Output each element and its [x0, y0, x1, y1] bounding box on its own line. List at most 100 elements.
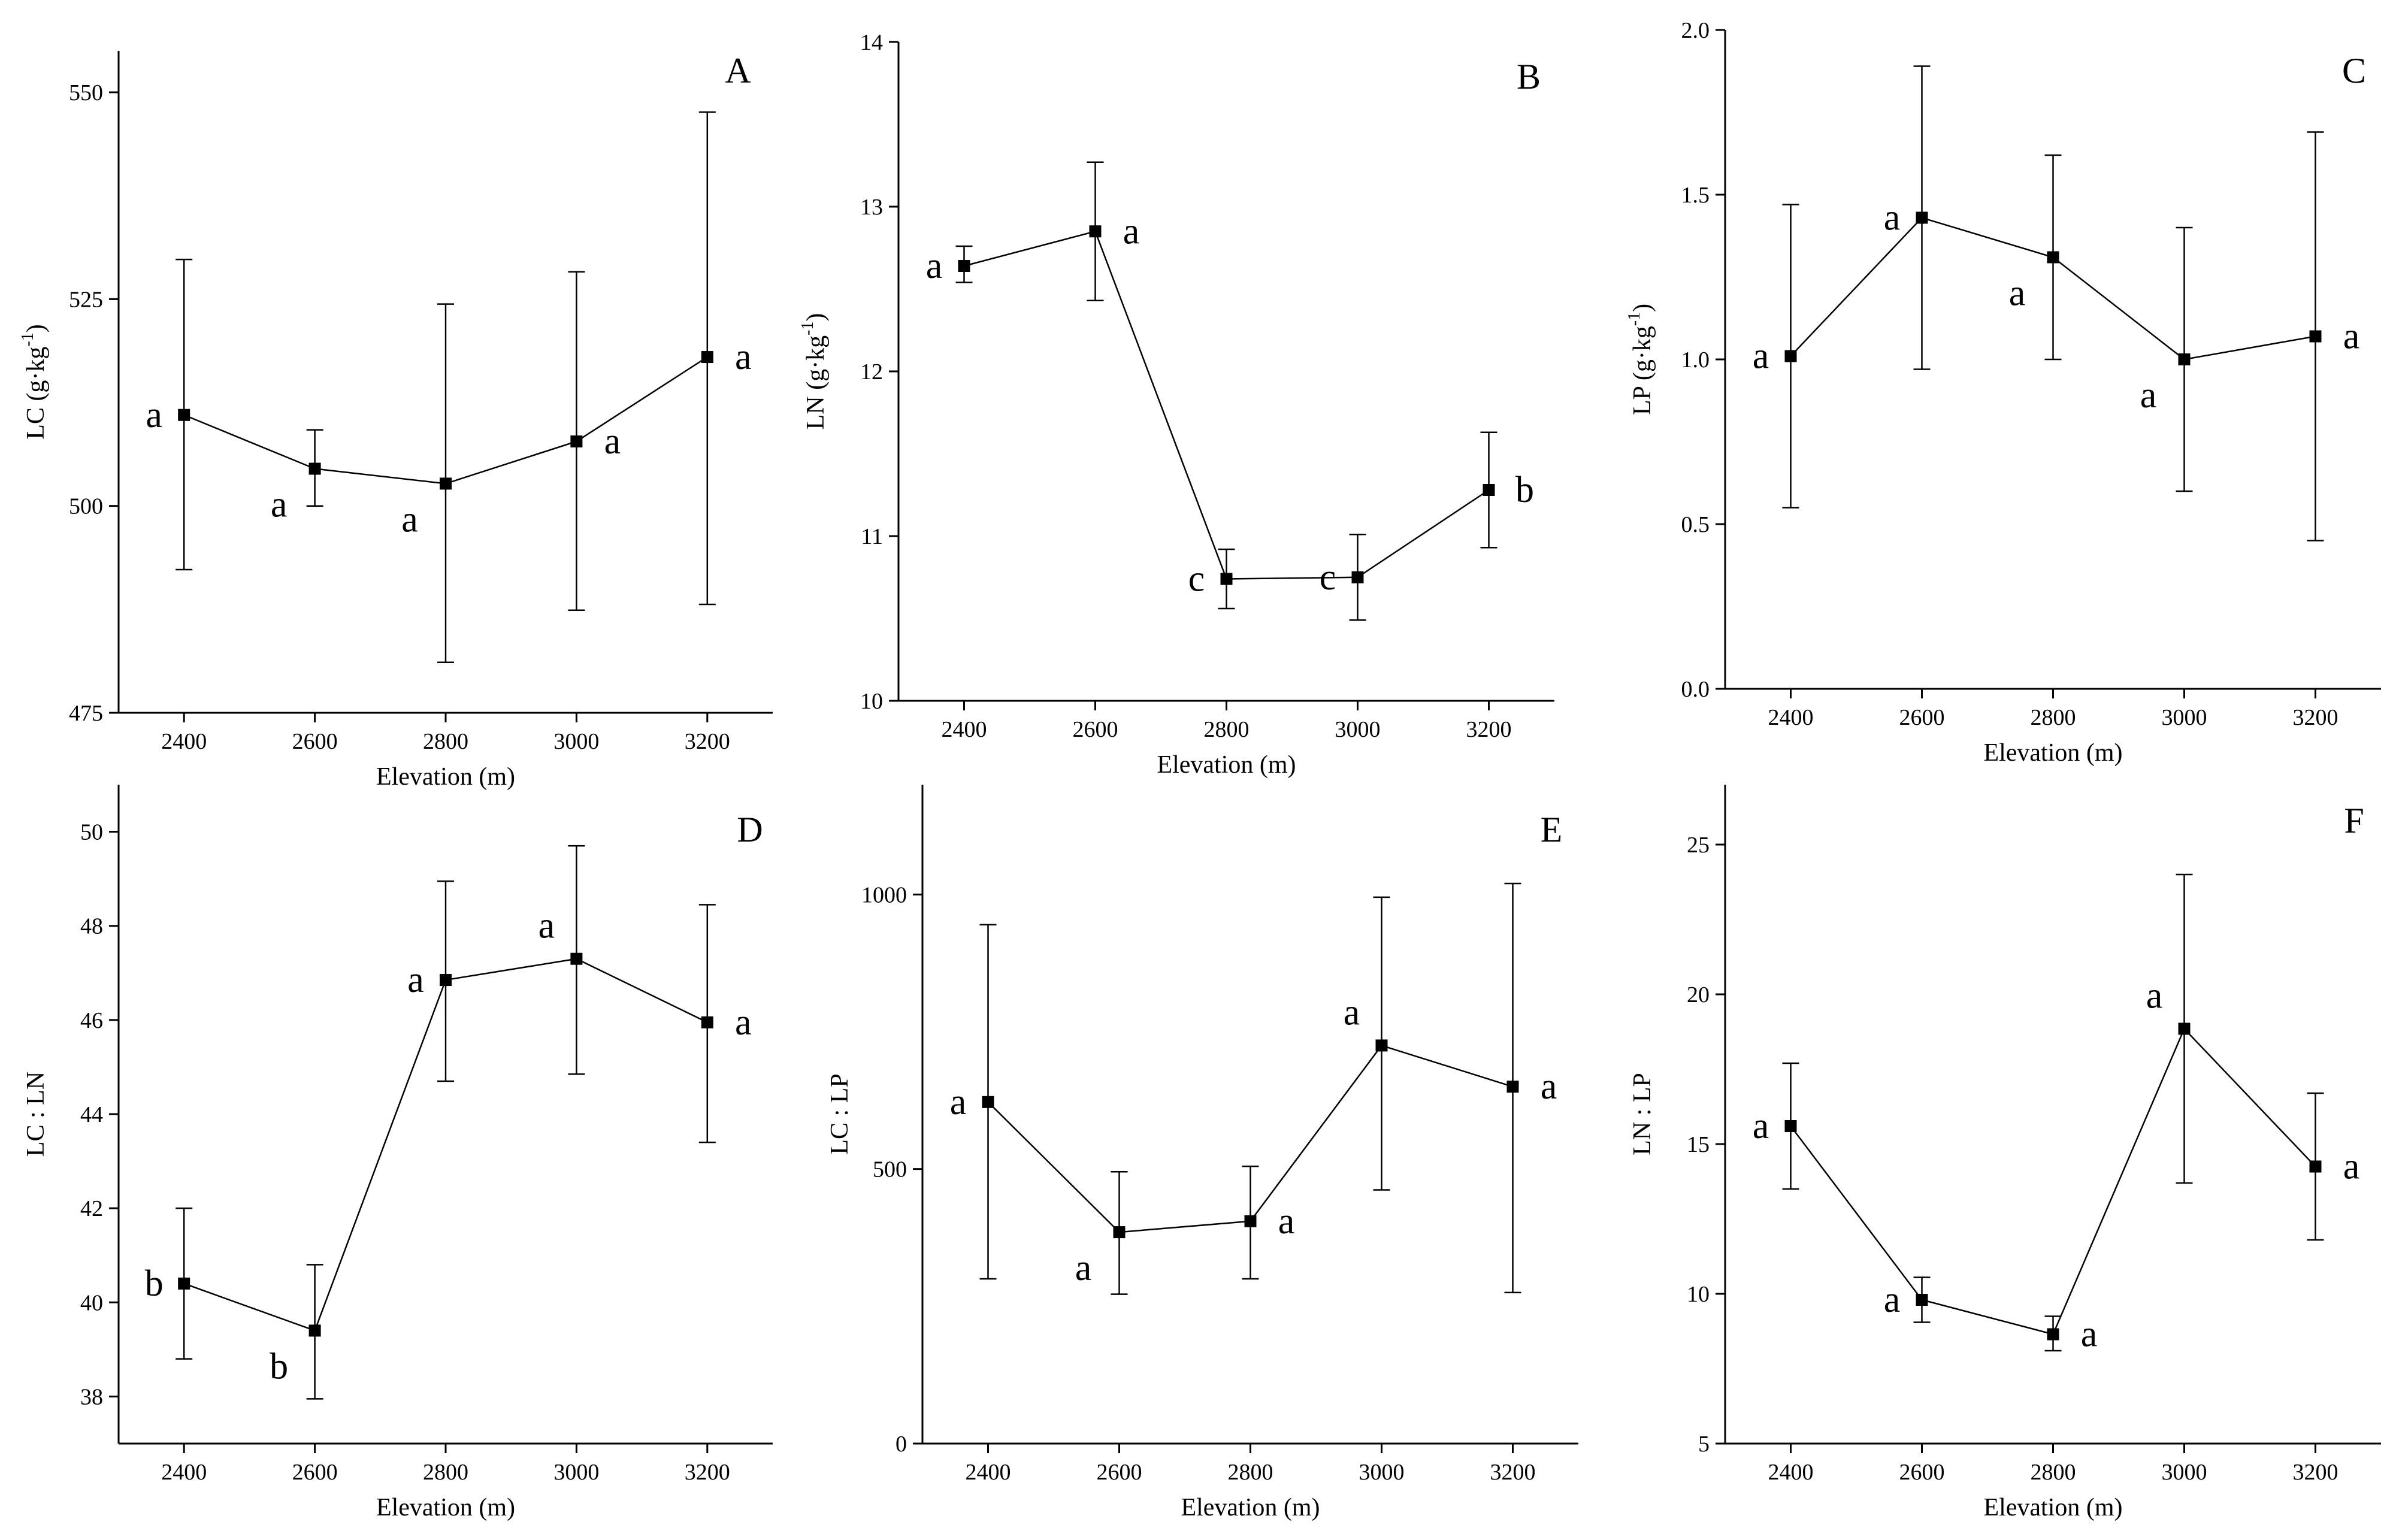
x-tick-label: 3200	[685, 729, 730, 754]
data-point	[1089, 225, 1102, 238]
series-line	[1790, 1027, 2316, 1335]
x-tick-label: 2600	[292, 729, 338, 754]
data-point	[701, 351, 713, 364]
data-point	[1244, 1215, 1257, 1227]
significance-letter: a	[1753, 336, 1769, 377]
y-tick-label: 475	[69, 701, 103, 726]
significance-letter: a	[2146, 976, 2163, 1016]
x-axis-title: Elevation (m)	[1983, 1494, 2122, 1521]
significance-letter: a	[1344, 992, 1360, 1033]
y-tick-label: 5	[1698, 1432, 1710, 1457]
series-line	[964, 230, 1490, 580]
panel-a: 475 500 525 550 2400 2600 2800 3000 3200 Elevatio…	[19, 51, 773, 791]
y-tick-label: 2.0	[1681, 18, 1710, 43]
data-point	[1113, 1226, 1126, 1239]
panel-letter: C	[2342, 51, 2366, 90]
significance-letter: a	[1884, 198, 1901, 238]
x-tick-label: 2800	[423, 729, 468, 754]
significance-letter: a	[1884, 1279, 1901, 1320]
x-tick-label: 2800	[1228, 1460, 1273, 1485]
data-point	[1506, 1081, 1519, 1093]
x-axis-title: Elevation (m)	[376, 1494, 515, 1521]
y-tick-label: 12	[860, 359, 883, 385]
data-point	[1351, 571, 1364, 583]
y-tick-label: 11	[861, 524, 883, 549]
significance-letter: a	[146, 395, 162, 435]
y-tick-label: 13	[860, 195, 883, 220]
x-tick-label: 3000	[553, 729, 599, 754]
y-tick-label: 42	[80, 1196, 103, 1221]
significance-letter: a	[2343, 316, 2360, 357]
x-tick-label: 2400	[161, 1460, 207, 1485]
y-tick-label: 550	[69, 80, 103, 105]
x-tick-label: 2600	[1073, 717, 1118, 742]
data-point	[982, 1096, 994, 1108]
panel-letter: E	[1541, 810, 1563, 849]
data-point	[2309, 1160, 2322, 1173]
x-axis-title: Elevation (m)	[1181, 1494, 1320, 1521]
y-axis-title: LC (g·kg-1)	[19, 324, 50, 439]
x-tick-label: 3000	[2162, 705, 2207, 730]
x-tick-label: 2800	[2031, 1460, 2076, 1485]
panel-letter: A	[725, 51, 751, 90]
x-axis-title: Elevation (m)	[376, 763, 515, 791]
data-point	[1916, 211, 1928, 224]
y-tick-label: 50	[80, 820, 103, 845]
y-tick-label: 15	[1687, 1132, 1710, 1157]
significance-letter: a	[2140, 375, 2157, 416]
significance-letter: a	[271, 485, 288, 525]
significance-letter: b	[1515, 470, 1534, 510]
panel-letter: F	[2344, 801, 2364, 840]
x-axis-title: Elevation (m)	[1157, 751, 1296, 779]
x-tick-label: 3000	[1335, 717, 1381, 742]
y-tick-label: 500	[69, 494, 103, 519]
y-tick-label: 25	[1687, 833, 1710, 858]
data-point	[1483, 484, 1495, 496]
significance-letter: a	[407, 960, 424, 1000]
x-tick-label: 2400	[161, 729, 207, 754]
data-point	[701, 1016, 713, 1028]
y-tick-label: 14	[860, 30, 883, 55]
significance-letter: a	[1123, 211, 1140, 252]
y-axis-title: LP (g·kg-1)	[1625, 304, 1656, 415]
y-tick-label: 44	[80, 1102, 103, 1127]
x-axis-title: Elevation (m)	[1983, 739, 2122, 767]
x-tick-label: 3000	[2162, 1460, 2207, 1485]
significance-letter: a	[735, 337, 752, 377]
x-tick-label: 2400	[1768, 1460, 1814, 1485]
x-tick-label: 3200	[1466, 717, 1512, 742]
y-tick-label: 0	[896, 1432, 907, 1457]
significance-letter: a	[950, 1082, 967, 1123]
x-tick-label: 2800	[1204, 717, 1250, 742]
y-tick-label: 46	[80, 1008, 103, 1033]
data-point	[1375, 1039, 1388, 1052]
data-point	[2047, 1328, 2059, 1341]
y-axis-title: LN : LP	[1629, 1073, 1656, 1155]
significance-letter: b	[270, 1346, 288, 1387]
significance-letter: a	[401, 499, 418, 540]
x-tick-label: 2400	[966, 1460, 1011, 1485]
x-tick-label: 2600	[1899, 705, 1945, 730]
data-point	[178, 409, 190, 421]
x-tick-label: 3200	[1490, 1460, 1536, 1485]
x-tick-label: 2400	[942, 717, 987, 742]
significance-letter: a	[1753, 1106, 1769, 1146]
x-tick-label: 2600	[292, 1460, 338, 1485]
significance-letter: c	[1188, 559, 1205, 600]
data-point	[308, 1324, 321, 1337]
significance-letter: a	[604, 421, 621, 462]
panel-d: 38 40 42 44 46 48 50 2400 2600 2800 3000 3200 Elevat…	[22, 785, 773, 1521]
significance-letter: a	[2009, 273, 2026, 314]
data-point	[1916, 1294, 1928, 1306]
significance-letter: a	[926, 246, 943, 286]
y-tick-label: 1000	[861, 882, 907, 907]
significance-letter: a	[1075, 1248, 1092, 1288]
significance-letter: a	[2343, 1146, 2360, 1187]
data-point	[2178, 353, 2191, 365]
data-point	[958, 260, 970, 272]
y-tick-label: 0.0	[1681, 677, 1710, 702]
panel-f: 5 10 15 20 25 2400 2600 2800 3000 3200 Elevation (…	[1629, 785, 2381, 1521]
significance-letter: a	[1541, 1066, 1557, 1107]
panel-e: 0 500 1000 2400 2600 2800 3000 3200 Elevation (m…	[826, 785, 1578, 1521]
data-point	[440, 974, 452, 987]
